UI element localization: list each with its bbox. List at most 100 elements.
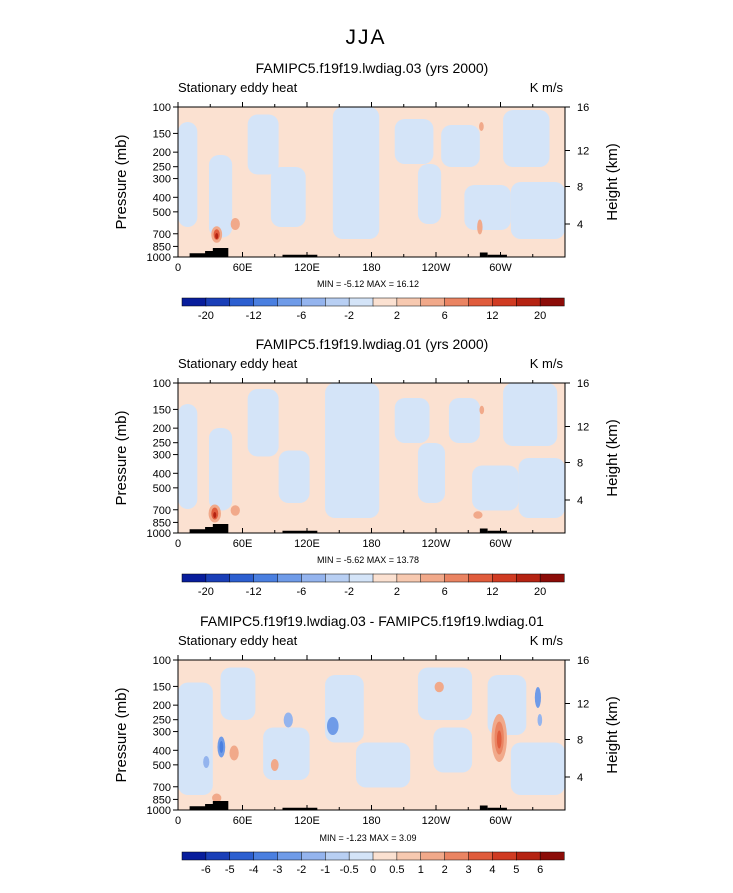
field-contour: [479, 405, 485, 415]
colorbar-label: 20: [534, 586, 546, 598]
colorbar-swatch: [420, 573, 446, 583]
field-region: [433, 727, 473, 773]
colorbar-label: 12: [486, 586, 498, 598]
colorbar-swatch: [205, 851, 231, 861]
colorbar-swatch: [277, 297, 302, 307]
y-tick-label: 1000: [147, 528, 171, 540]
colorbar-swatch: [181, 573, 207, 583]
field-region: [178, 682, 213, 795]
field-contour: [203, 756, 210, 768]
colorbar-swatch: [301, 851, 326, 861]
topography-mask: [189, 806, 217, 810]
colorbar-swatch: [468, 297, 493, 307]
y-right-tick-label: 4: [577, 495, 583, 507]
colorbar-swatch: [205, 297, 231, 307]
topography-mask: [487, 807, 507, 810]
x-tick-label: 60E: [233, 262, 253, 274]
field-region: [448, 398, 480, 443]
chart-panel-2: FAMIPC5.f19f19.lwdiag.01 (yrs 2000) Stati…: [113, 336, 621, 598]
topography-mask: [479, 252, 488, 257]
y-tick-label: 400: [153, 745, 171, 757]
colorbar-label: 5: [513, 864, 519, 876]
colorbar-label: -12: [246, 586, 262, 598]
colorbar-label: 20: [534, 310, 546, 322]
y-tick-label: 1000: [147, 252, 171, 264]
variable-label: Stationary eddy heat: [178, 80, 298, 95]
y-tick-label: 1000: [147, 805, 171, 817]
x-tick-label: 0: [175, 815, 181, 827]
field-contour: [283, 712, 293, 728]
chart-panel-3: FAMIPC5.f19f19.lwdiag.03 - FAMIPC5.f19f1…: [113, 613, 621, 876]
field-contour: [537, 714, 543, 726]
field-region: [503, 110, 550, 167]
field-region: [394, 398, 430, 443]
x-tick-label: 120E: [294, 262, 320, 274]
field-contour: [477, 219, 483, 235]
colorbar-label: 12: [486, 310, 498, 322]
x-tick-label: 120W: [422, 538, 451, 550]
colorbar-swatch: [372, 573, 398, 583]
x-tick-label: 60W: [489, 538, 512, 550]
topography-mask: [282, 530, 318, 533]
units-label: K m/s: [530, 356, 564, 371]
colorbar-swatch: [277, 573, 302, 583]
colorbar-swatch: [325, 297, 350, 307]
y-tick-label: 200: [153, 423, 171, 435]
colorbar-swatch: [396, 851, 422, 861]
panel-title: FAMIPC5.f19f19.lwdiag.01 (yrs 2000): [256, 336, 489, 352]
y-tick-label: 250: [153, 715, 171, 727]
topography-mask: [479, 528, 488, 533]
x-tick-label: 120W: [422, 262, 451, 274]
field-region: [503, 383, 558, 446]
y-tick-label: 300: [153, 450, 171, 462]
field-contour: [479, 122, 484, 131]
colorbar-swatch: [348, 297, 374, 307]
y-tick-label: 850: [153, 241, 171, 253]
y-tick-label: 150: [153, 681, 171, 693]
y-tick-label: 250: [153, 162, 171, 174]
colorbar-label: 2: [394, 586, 400, 598]
colorbar-label: 4: [489, 864, 495, 876]
colorbar-swatch: [325, 573, 350, 583]
colorbar-swatch: [396, 573, 422, 583]
field-region: [332, 107, 380, 239]
colorbar-swatch: [516, 297, 541, 307]
y-tick-label: 200: [153, 147, 171, 159]
colorbar-label: -20: [198, 310, 214, 322]
field-contour: [496, 730, 502, 749]
y-right-tick-label: 8: [577, 458, 583, 470]
x-tick-label: 60W: [489, 815, 512, 827]
field-region: [356, 742, 411, 788]
colorbar-swatch: [205, 573, 231, 583]
min-max-annotation: MIN = -5.62 MAX = 13.78: [317, 555, 419, 565]
variable-label: Stationary eddy heat: [178, 633, 298, 648]
y-tick-label: 850: [153, 794, 171, 806]
field-region: [270, 167, 306, 227]
field-region: [510, 742, 565, 795]
colorbar-swatch: [420, 851, 446, 861]
colorbar-swatch: [372, 851, 398, 861]
colorbar-swatch: [444, 851, 470, 861]
colorbar-label: -0.5: [340, 864, 359, 876]
field-region: [417, 667, 473, 720]
colorbar-swatch: [229, 297, 255, 307]
variable-label: Stationary eddy heat: [178, 356, 298, 371]
colorbar-swatch: [444, 297, 470, 307]
field-region: [247, 114, 279, 175]
x-tick-label: 0: [175, 538, 181, 550]
colorbar-label: -20: [198, 586, 214, 598]
field-region: [441, 125, 480, 167]
colorbar-swatch: [444, 573, 470, 583]
units-label: K m/s: [530, 80, 564, 95]
y-tick-label: 500: [153, 207, 171, 219]
colorbar-swatch: [181, 297, 207, 307]
field-region: [178, 122, 198, 227]
field-contour: [215, 233, 219, 239]
y-tick-label: 200: [153, 700, 171, 712]
colorbar-swatch: [372, 297, 398, 307]
y-tick-label: 700: [153, 782, 171, 794]
field-contour: [473, 511, 483, 519]
colorbar-swatch: [492, 573, 517, 583]
chart-panel-1: FAMIPC5.f19f19.lwdiag.03 (yrs 2000) Stati…: [113, 60, 621, 322]
